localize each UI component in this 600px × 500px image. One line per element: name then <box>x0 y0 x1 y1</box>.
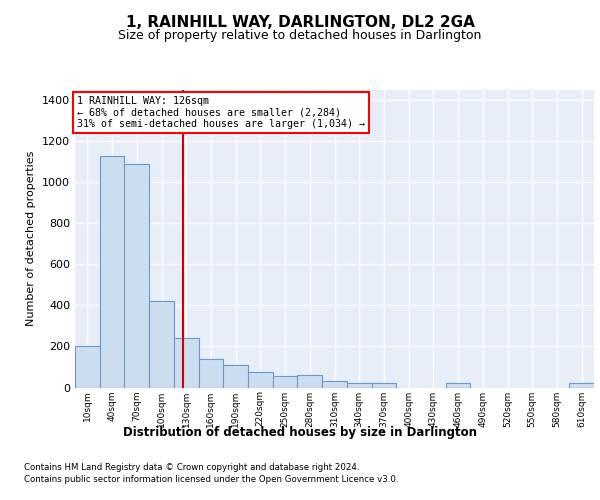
Text: 1 RAINHILL WAY: 126sqm
← 68% of detached houses are smaller (2,284)
31% of semi-: 1 RAINHILL WAY: 126sqm ← 68% of detached… <box>77 96 365 130</box>
Bar <box>347 384 371 388</box>
Bar <box>273 376 298 388</box>
Bar <box>199 359 223 388</box>
Text: Distribution of detached houses by size in Darlington: Distribution of detached houses by size … <box>123 426 477 439</box>
Text: Contains HM Land Registry data © Crown copyright and database right 2024.: Contains HM Land Registry data © Crown c… <box>24 463 359 472</box>
Bar <box>298 375 322 388</box>
Bar <box>569 384 594 388</box>
Text: 1, RAINHILL WAY, DARLINGTON, DL2 2GA: 1, RAINHILL WAY, DARLINGTON, DL2 2GA <box>125 15 475 30</box>
Bar <box>124 164 149 388</box>
Bar <box>248 372 273 388</box>
Bar <box>322 382 347 388</box>
Bar <box>149 302 174 388</box>
Y-axis label: Number of detached properties: Number of detached properties <box>26 151 37 326</box>
Bar <box>174 338 199 388</box>
Bar <box>75 346 100 388</box>
Bar <box>446 384 470 388</box>
Text: Contains public sector information licensed under the Open Government Licence v3: Contains public sector information licen… <box>24 476 398 484</box>
Bar <box>371 384 396 388</box>
Text: Size of property relative to detached houses in Darlington: Size of property relative to detached ho… <box>118 28 482 42</box>
Bar <box>100 156 124 388</box>
Bar <box>223 365 248 388</box>
